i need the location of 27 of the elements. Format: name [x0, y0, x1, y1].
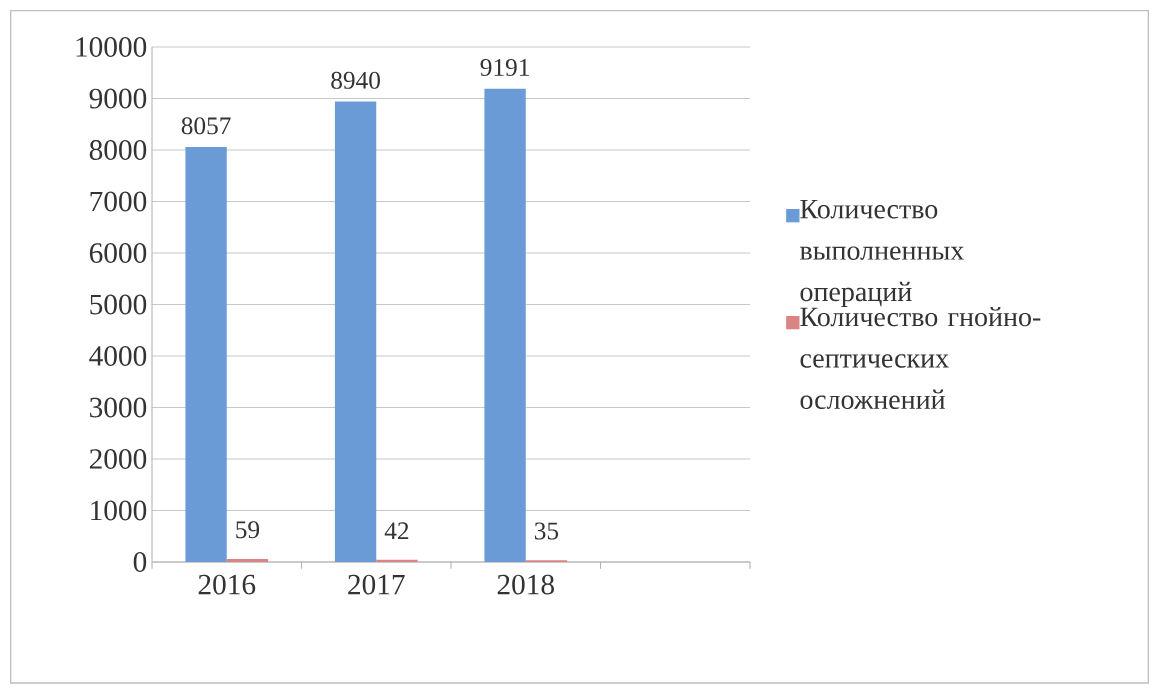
y-tick-label: 6000	[89, 243, 147, 263]
bar	[334, 101, 377, 562]
bar	[226, 558, 269, 562]
y-tick-label: 3000	[90, 397, 147, 418]
data-label: 59	[236, 521, 260, 539]
bar	[484, 88, 526, 562]
data-label: 8057	[181, 117, 231, 135]
bar	[185, 147, 227, 562]
y-tick-label: 0	[133, 552, 147, 572]
y-tick-label: 4000	[89, 346, 147, 366]
data-label: 35	[534, 522, 559, 540]
data-label: 42	[384, 522, 409, 540]
y-tick-label: 1000	[91, 500, 147, 521]
bar	[376, 559, 418, 562]
y-tick-label: 2000	[89, 449, 147, 469]
legend-label: Количество выполненных операций	[799, 199, 964, 307]
y-tick-label: 5000	[90, 294, 147, 315]
data-label: 8940	[331, 71, 380, 89]
y-tick-label: 10000	[76, 37, 147, 57]
y-tick-label: 8000	[89, 140, 147, 160]
y-tick-label: 7000	[90, 191, 147, 212]
x-tick-label: 2018	[497, 574, 554, 595]
legend-label: Количество гнойно-септических осложнений	[800, 306, 1041, 410]
data-label: 9191	[480, 58, 529, 76]
x-tick-label: 2017	[348, 574, 405, 595]
x-tick-label: 2016	[198, 574, 256, 595]
y-tick-label: 9000	[89, 88, 147, 109]
